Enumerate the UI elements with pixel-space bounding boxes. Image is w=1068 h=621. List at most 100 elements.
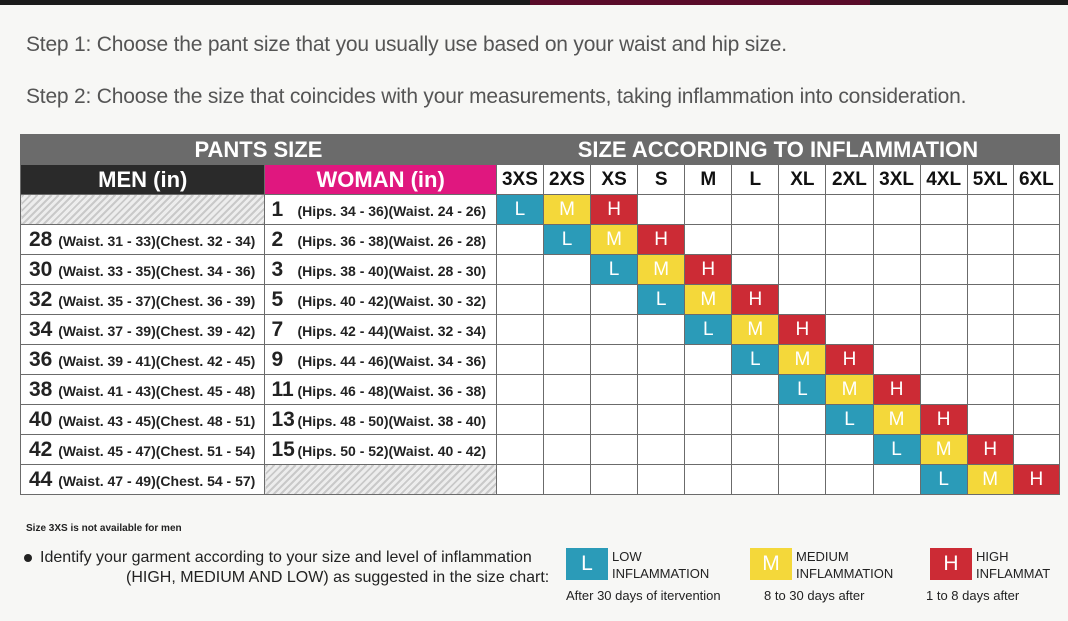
- inflammation-cell-high: H: [872, 374, 921, 405]
- men-size-number: 42: [29, 437, 53, 461]
- men-size-number: 34: [29, 317, 53, 341]
- empty-cell: [1012, 254, 1061, 285]
- inflammation-cell-medium: M: [872, 404, 921, 435]
- low-label-line-2: INFLAMMATION: [612, 566, 710, 581]
- empty-cell: [637, 404, 686, 435]
- empty-cell: [966, 224, 1014, 255]
- empty-cell: [731, 194, 780, 225]
- size-header-xl: XL: [778, 164, 827, 195]
- empty-cell: [825, 194, 874, 225]
- empty-cell: [590, 374, 639, 405]
- size-chart-table: PANTS SIZE SIZE ACCORDING TO INFLAMMATIO…: [19, 134, 1061, 495]
- size-header-4xl: 4XL: [919, 164, 968, 195]
- empty-cell: [919, 284, 968, 315]
- medium-caption: 8 to 30 days after: [764, 588, 865, 603]
- empty-cell: [966, 314, 1014, 345]
- men-measurements: (Waist. 43 - 45)(Chest. 48 - 51): [58, 412, 256, 429]
- empty-cell: [1012, 224, 1061, 255]
- empty-cell: [731, 374, 780, 405]
- empty-cell: [919, 314, 968, 345]
- empty-cell: [919, 374, 968, 405]
- inflammation-cell-low: L: [684, 314, 733, 345]
- empty-cell: [919, 224, 968, 255]
- men-size-cell: 34 (Waist. 37 - 39)(Chest. 39 - 42): [19, 314, 266, 345]
- empty-cell: [495, 404, 544, 435]
- woman-size-cell: 5 (Hips. 40 - 42)(Waist. 30 - 32): [264, 284, 497, 315]
- woman-size-number: 1: [271, 197, 284, 221]
- men-measurements: (Waist. 31 - 33)(Chest. 32 - 34): [58, 232, 256, 249]
- table-row: 44 (Waist. 47 - 49)(Chest. 54 - 57) L M H: [19, 464, 1061, 495]
- inflammation-size-header: SIZE ACCORDING TO INFLAMMATION: [495, 134, 1061, 165]
- low-swatch: L: [566, 548, 608, 580]
- empty-cell: [495, 464, 544, 495]
- men-measurements: (Waist. 35 - 37)(Chest. 36 - 39): [58, 292, 256, 309]
- men-size-cell: 44 (Waist. 47 - 49)(Chest. 54 - 57): [19, 464, 266, 495]
- empty-cell: [825, 254, 874, 285]
- empty-cell: [542, 434, 592, 465]
- empty-cell: [872, 224, 921, 255]
- inflammation-cell-low: L: [495, 194, 544, 225]
- empty-cell: [684, 434, 733, 465]
- men-measurements: (Waist. 47 - 49)(Chest. 54 - 57): [58, 472, 256, 489]
- men-size-number: 40: [29, 407, 53, 431]
- empty-cell: [1012, 314, 1061, 345]
- size-header-2xl: 2XL: [825, 164, 874, 195]
- empty-cell: [825, 434, 874, 465]
- woman-size-number: 15: [271, 437, 295, 461]
- men-size-cell: 36 (Waist. 39 - 41)(Chest. 42 - 45): [19, 344, 266, 375]
- woman-measurements: (Hips. 36 - 38)(Waist. 26 - 28): [297, 232, 486, 249]
- woman-size-cell: [264, 464, 497, 495]
- inflammation-cell-medium: M: [590, 224, 639, 255]
- bullet-icon: [24, 553, 32, 562]
- woman-measurements: (Hips. 50 - 52)(Waist. 40 - 42): [297, 442, 486, 459]
- empty-cell: [731, 434, 780, 465]
- woman-column-header: WOMAN (in): [264, 164, 497, 195]
- top-border-accent: [530, 0, 870, 5]
- woman-size-number: 13: [271, 407, 295, 431]
- empty-cell: [637, 434, 686, 465]
- woman-size-cell: 7 (Hips. 42 - 44)(Waist. 32 - 34): [264, 314, 497, 345]
- empty-cell: [872, 344, 921, 375]
- medium-swatch: M: [750, 548, 792, 580]
- empty-cell: [637, 194, 686, 225]
- inflammation-cell-high: H: [637, 224, 686, 255]
- woman-size-cell: 15 (Hips. 50 - 52)(Waist. 40 - 42): [264, 434, 497, 465]
- pants-size-header: PANTS SIZE: [20, 134, 497, 165]
- empty-cell: [1012, 434, 1061, 465]
- empty-cell: [778, 194, 827, 225]
- high-label-line-1: HIGH: [976, 549, 1009, 564]
- empty-cell: [1012, 284, 1061, 315]
- empty-cell: [966, 344, 1014, 375]
- empty-cell: [495, 254, 544, 285]
- size-header-l: L: [731, 164, 780, 195]
- woman-size-cell: 1 (Hips. 34 - 36)(Waist. 24 - 26): [264, 194, 497, 225]
- woman-size-cell: 11 (Hips. 46 - 48)(Waist. 36 - 38): [264, 374, 497, 405]
- empty-cell: [1012, 374, 1061, 405]
- woman-measurements: (Hips. 44 - 46)(Waist. 34 - 36): [297, 352, 486, 369]
- inflammation-cell-high: H: [778, 314, 827, 345]
- table-row: 28 (Waist. 31 - 33)(Chest. 32 - 34) 2 (Hip…: [19, 224, 1061, 255]
- empty-cell: [495, 314, 544, 345]
- empty-cell: [684, 344, 733, 375]
- inflammation-cell-medium: M: [919, 434, 968, 465]
- empty-cell: [966, 374, 1014, 405]
- empty-cell: [684, 464, 733, 495]
- empty-cell: [825, 284, 874, 315]
- table-row: 40 (Waist. 43 - 45)(Chest. 48 - 51) 13 (Hi…: [19, 404, 1061, 435]
- empty-cell: [966, 404, 1014, 435]
- men-size-note: Size 3XS is not available for men: [26, 523, 182, 534]
- empty-cell: [919, 194, 968, 225]
- empty-cell: [495, 374, 544, 405]
- men-size-cell: 32 (Waist. 35 - 37)(Chest. 36 - 39): [19, 284, 266, 315]
- empty-cell: [919, 344, 968, 375]
- empty-cell: [495, 224, 544, 255]
- high-caption: 1 to 8 days after: [926, 588, 1020, 603]
- empty-cell: [731, 224, 780, 255]
- empty-cell: [542, 404, 592, 435]
- empty-cell: [966, 284, 1014, 315]
- inflammation-cell-low: L: [825, 404, 874, 435]
- inflammation-cell-medium: M: [778, 344, 827, 375]
- inflammation-cell-high: H: [731, 284, 780, 315]
- inflammation-cell-low: L: [778, 374, 827, 405]
- men-measurements: (Waist. 37 - 39)(Chest. 39 - 42): [58, 322, 256, 339]
